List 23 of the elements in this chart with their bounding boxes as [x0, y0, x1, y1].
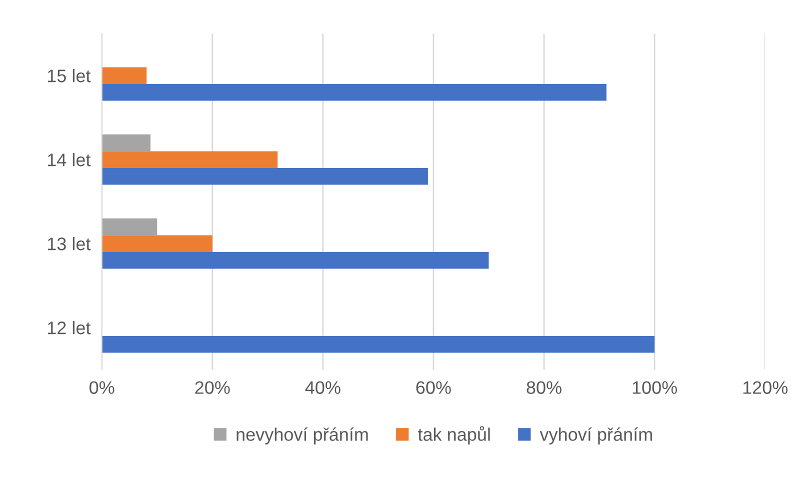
y-tick-label: 14 let [48, 153, 91, 166]
x-tick-label: 0% [90, 381, 114, 394]
legend-label: nevyhoví přáním [236, 427, 368, 444]
x-tick-label: 20% [195, 381, 230, 394]
bar [102, 336, 655, 353]
bar [102, 151, 278, 168]
x-tick-label: 100% [632, 381, 678, 394]
bar [102, 218, 158, 236]
x-tick-label: 80% [526, 381, 562, 394]
bar [102, 84, 606, 101]
x-tick-label: 40% [305, 381, 340, 394]
bar [102, 67, 147, 84]
legend-label: tak napůl [418, 426, 490, 444]
bar [102, 252, 489, 269]
x-tick-label: 60% [416, 381, 451, 394]
y-tick-label: 13 let [48, 237, 91, 250]
bar [102, 235, 212, 252]
x-tick-label: 120% [743, 381, 788, 394]
y-tick-label: 15 let [48, 69, 91, 82]
legend-label: vyhoví přáním [540, 427, 652, 444]
y-tick-label: 12 let [48, 321, 91, 334]
bar [102, 168, 428, 185]
bar [102, 134, 150, 152]
